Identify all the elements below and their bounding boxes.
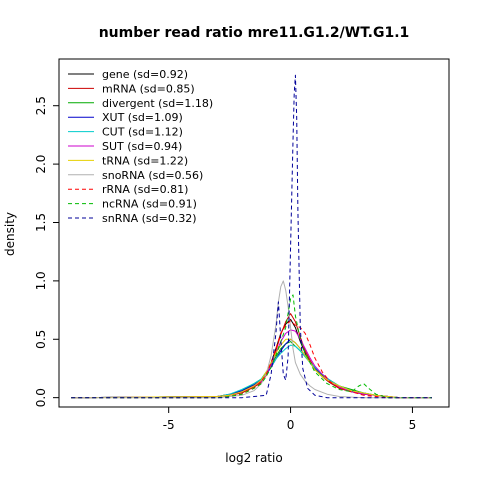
y-tick-label: 0.0	[34, 388, 48, 407]
legend-entry: CUT (sd=1.12)	[102, 126, 183, 139]
chart-title: number read ratio mre11.G1.2/WT.G1.1	[99, 25, 410, 41]
legend: gene (sd=0.92)mRNA (sd=0.85) divergent (s…	[68, 68, 213, 225]
series-line	[71, 74, 432, 399]
legend-entry: mRNA (sd=0.85)	[102, 82, 195, 95]
y-tick-label: 1.0	[34, 271, 48, 290]
series-line	[71, 320, 432, 399]
y-tick-label: 1.5	[34, 213, 48, 232]
legend-entry: divergent (sd=1.18)	[102, 97, 213, 110]
x-axis: -5 0 5	[163, 406, 417, 432]
series-line	[71, 338, 432, 399]
x-axis-label: log2 ratio	[225, 451, 282, 465]
legend-entry: ncRNA (sd=0.91)	[102, 198, 197, 211]
series-line	[71, 294, 432, 399]
x-tick-label: 5	[409, 418, 417, 432]
x-tick-label: -5	[163, 418, 175, 432]
legend-entry: snRNA (sd=0.32)	[102, 212, 197, 225]
legend-entry: snoRNA (sd=0.56)	[102, 169, 203, 182]
legend-entry: SUT (sd=0.94)	[102, 140, 182, 153]
legend-entry: gene (sd=0.92)	[102, 68, 188, 81]
legend-entry: XUT (sd=1.09)	[102, 111, 183, 124]
y-tick-label: 2.0	[34, 155, 48, 174]
y-axis-label: density	[3, 212, 17, 256]
series-lines	[71, 74, 432, 399]
legend-entry: rRNA (sd=0.81)	[102, 183, 188, 196]
legend-entry: tRNA (sd=1.22)	[102, 154, 188, 167]
y-tick-label: 2.5	[34, 96, 48, 115]
y-tick-label: 0.5	[34, 330, 48, 349]
y-axis: 0.0 0.5 1.0 1.5 2.0 2.5	[34, 96, 60, 407]
x-tick-label: 0	[287, 418, 295, 432]
